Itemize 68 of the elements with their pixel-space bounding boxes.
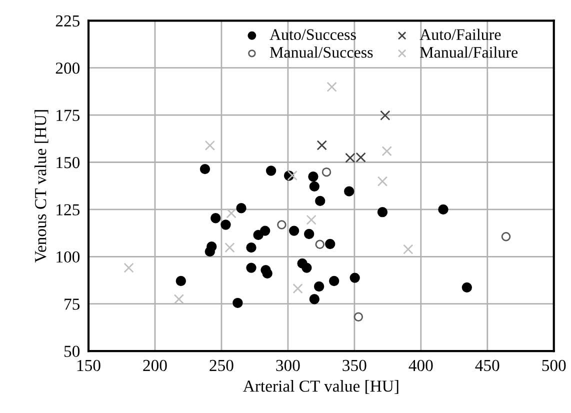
point <box>308 172 318 182</box>
point <box>226 208 236 218</box>
y-tick-label: 225 <box>56 15 80 27</box>
point <box>344 186 354 196</box>
x-axis-title: Arterial CT value [HU] <box>243 380 398 394</box>
point <box>277 220 286 230</box>
point <box>316 140 327 150</box>
x-tick-label: 450 <box>475 360 500 372</box>
point <box>204 140 215 151</box>
point <box>266 166 276 176</box>
point <box>306 214 316 225</box>
point <box>322 167 332 177</box>
point <box>377 207 388 218</box>
point <box>462 282 472 293</box>
y-tick-label: 75 <box>64 298 80 310</box>
point <box>246 242 256 253</box>
point <box>287 170 298 181</box>
y-axis-title: Venous CT value [HU] <box>34 110 48 263</box>
point <box>260 226 270 236</box>
point <box>329 276 340 286</box>
point <box>377 176 388 186</box>
point <box>232 298 243 308</box>
point <box>292 283 303 294</box>
point <box>380 110 390 121</box>
point <box>224 242 235 253</box>
x-tick-label: 350 <box>342 360 366 372</box>
x-tick-label: 250 <box>210 360 234 372</box>
point <box>304 228 314 240</box>
x-tick-label: 300 <box>276 360 300 372</box>
y-tick-label: 50 <box>64 346 80 357</box>
point <box>174 294 184 304</box>
point <box>326 82 337 92</box>
y-tick-label: 100 <box>56 251 80 263</box>
point <box>288 226 300 236</box>
legend-label: Auto/Success <box>270 29 356 40</box>
point <box>382 146 392 156</box>
point <box>210 213 221 224</box>
point <box>200 164 210 174</box>
x-tick-label: 400 <box>408 360 433 372</box>
point <box>220 220 231 230</box>
point <box>314 281 324 292</box>
legend-label: Auto/Failure <box>420 28 501 40</box>
point <box>246 262 256 273</box>
legend-label: Manual/Success <box>270 46 373 58</box>
point <box>403 244 414 254</box>
y-tick-label: 125 <box>56 204 80 216</box>
y-tick-label: 175 <box>56 110 80 121</box>
point <box>350 272 360 283</box>
x-tick-label: 200 <box>143 360 167 372</box>
point <box>315 196 326 206</box>
point <box>315 240 324 249</box>
legend-label: Manual/Failure <box>420 46 518 58</box>
point <box>262 268 272 279</box>
y-tick-label: 200 <box>56 62 80 74</box>
point <box>236 203 246 214</box>
point <box>501 232 511 242</box>
point <box>325 238 336 250</box>
y-tick-label: 150 <box>56 156 80 168</box>
point <box>438 204 448 215</box>
point <box>354 312 364 322</box>
x-tick-label: 500 <box>542 360 566 372</box>
x-tick-label: 150 <box>77 360 100 372</box>
point <box>309 294 320 304</box>
point <box>124 262 134 273</box>
point <box>176 276 186 286</box>
point <box>309 181 320 192</box>
point <box>302 262 312 273</box>
point <box>204 246 215 257</box>
